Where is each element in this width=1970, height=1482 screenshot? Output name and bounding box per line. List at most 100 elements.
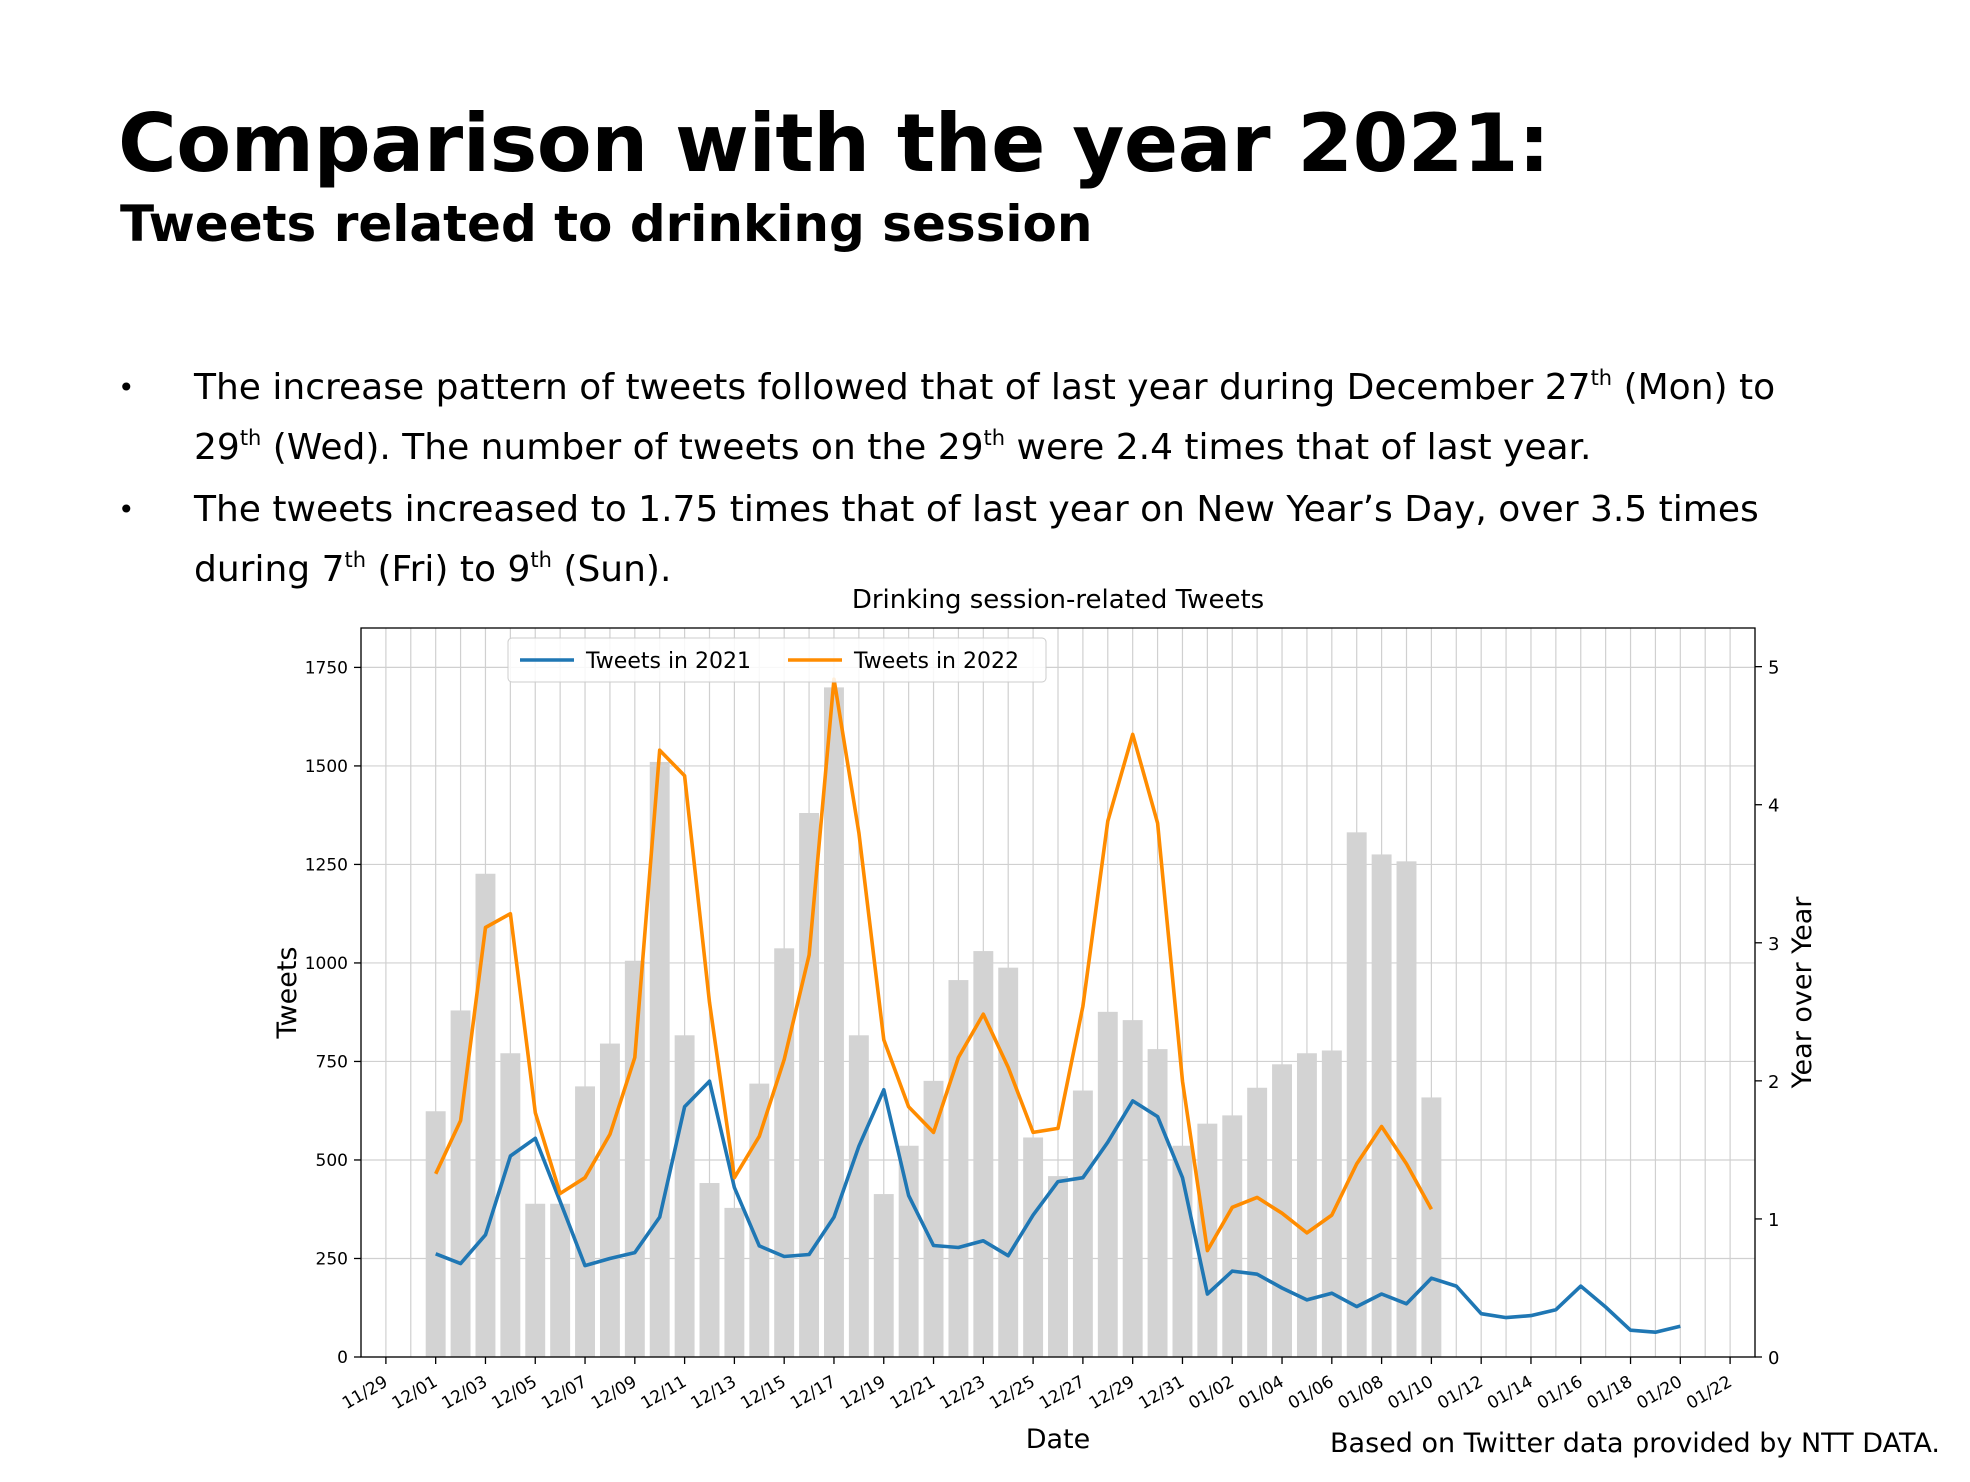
series-line-2022 [434,677,1433,1253]
bullet-dot: • [118,371,135,404]
yoy-bar [948,980,969,1357]
y2-tick-label: 2 [1768,1072,1779,1093]
plot-frame [360,627,1756,1358]
y2-tick-label: 4 [1768,796,1779,817]
yoy-bar [799,813,820,1357]
bullet-1-text-c: 29 [194,427,240,468]
x-tick-label: 12/13 [687,1372,739,1414]
yoy-bar [898,1145,919,1357]
x-tick-label: 01/14 [1484,1372,1536,1414]
bullet-2-text-d: (Sun). [551,549,672,590]
chart-title: Drinking session-related Tweets [852,585,1264,615]
bullet-2-sup-a: th [344,548,367,572]
x-tick-label: 12/09 [588,1372,640,1414]
yoy-bar [475,873,496,1357]
bullet-item-1: • The increase pattern of tweets followe… [118,358,1918,478]
x-tick-label: 01/04 [1235,1372,1287,1414]
bullet-2-text-a: The tweets increased to 1.75 times that … [194,489,1759,530]
yoy-bar [973,951,994,1357]
x-tick-label: 12/11 [638,1372,690,1414]
y2-tick-label: 5 [1768,658,1779,679]
yoy-bar [649,761,670,1357]
yoy-bar [998,967,1019,1357]
bullet-1-sup-b: th [239,426,262,450]
y2-tick-label: 0 [1768,1348,1779,1369]
yoy-bar [699,1183,720,1357]
page-title: Comparison with the year 2021: [118,97,1550,190]
yoy-bar [1122,1020,1143,1357]
yoy-bar [550,1203,571,1357]
y-tick-label: 1250 [305,855,348,875]
bullet-1-text-a: The increase pattern of tweets followed … [194,367,1591,408]
bullet-2-text-b: during 7 [194,549,345,590]
x-tick-label: 12/15 [737,1372,789,1414]
x-tick-label: 12/21 [887,1372,939,1414]
yoy-bar [848,1035,869,1357]
yoy-bar [500,1053,521,1357]
bullet-dot: • [118,493,135,526]
bullet-1-sup-c: th [983,426,1006,450]
yoy-bar [624,960,645,1357]
y-tick-label: 0 [337,1348,348,1368]
yoy-bar [1321,1050,1342,1357]
y2-tick-label: 3 [1768,934,1779,955]
y-tick-label: 750 [316,1052,348,1072]
x-tick-label: 01/22 [1683,1372,1735,1414]
yoy-bar [525,1203,546,1357]
yoy-bar [1023,1137,1044,1357]
y-tick-label: 500 [316,1151,348,1171]
bullet-item-2: • The tweets increased to 1.75 times tha… [118,480,1918,600]
x-tick-label: 12/19 [837,1372,889,1414]
bullet-1-sup-a: th [1590,366,1613,390]
yoy-bar [873,1194,894,1357]
x-tick-label: 12/23 [936,1372,988,1414]
chart-legend [507,637,1047,683]
yoy-bar [425,1111,446,1357]
x-tick-label: 12/17 [787,1372,839,1414]
y-tick-label: 250 [316,1249,348,1269]
yoy-bar [450,1010,471,1357]
yoy-bar [923,1080,944,1357]
legend-label: Tweets in 2021 [585,649,751,674]
series-line-2021 [435,1079,1681,1334]
x-tick-label: 01/08 [1335,1372,1387,1414]
bullet-2-text-c: (Fri) to 9 [366,549,531,590]
yoy-bar [1396,861,1417,1357]
bullet-list: • The increase pattern of tweets followe… [118,358,1918,602]
yoy-bar [599,1043,620,1357]
y-tick-label: 1500 [305,757,348,777]
y-axis-label: Tweets [272,947,303,1040]
legend-label: Tweets in 2022 [853,649,1019,674]
yoy-bar [575,1086,595,1357]
x-tick-label: 01/10 [1384,1372,1436,1414]
x-tick-label: 12/05 [488,1372,540,1414]
yoy-bar [774,948,795,1357]
bullet-1-text-e: were 2.4 times that of last year. [1005,427,1592,468]
y-tick-label: 1000 [305,954,348,974]
yoy-bar [1371,854,1392,1357]
data-source-note: Based on Twitter data provided by NTT DA… [1330,1428,1940,1459]
yoy-bar [674,1035,695,1357]
page-subtitle: Tweets related to drinking session [120,195,1093,253]
yoy-bar [1421,1097,1442,1357]
yoy-bar [749,1083,770,1357]
y-tick-label: 1750 [305,658,348,678]
yoy-bar [1346,832,1367,1357]
yoy-bar [1097,1011,1118,1357]
yoy-bar [1048,1176,1068,1357]
x-tick-label: 12/03 [439,1372,491,1414]
bullet-1-text-b: (Mon) to [1612,367,1776,408]
x-tick-label: 01/18 [1584,1372,1636,1414]
x-tick-label: 01/20 [1633,1372,1685,1414]
x-axis-label: Date [1026,1424,1091,1455]
x-tick-label: 12/31 [1136,1372,1188,1414]
yoy-bar [1072,1090,1093,1357]
x-tick-label: 12/07 [538,1372,590,1414]
y2-axis-label: Year over Year [1787,896,1818,1090]
yoy-bar [824,687,844,1357]
x-tick-label: 12/29 [1086,1372,1138,1414]
bullet-1-text-d: (Wed). The number of tweets on the 29 [261,427,984,468]
x-tick-label: 01/12 [1434,1372,1486,1414]
